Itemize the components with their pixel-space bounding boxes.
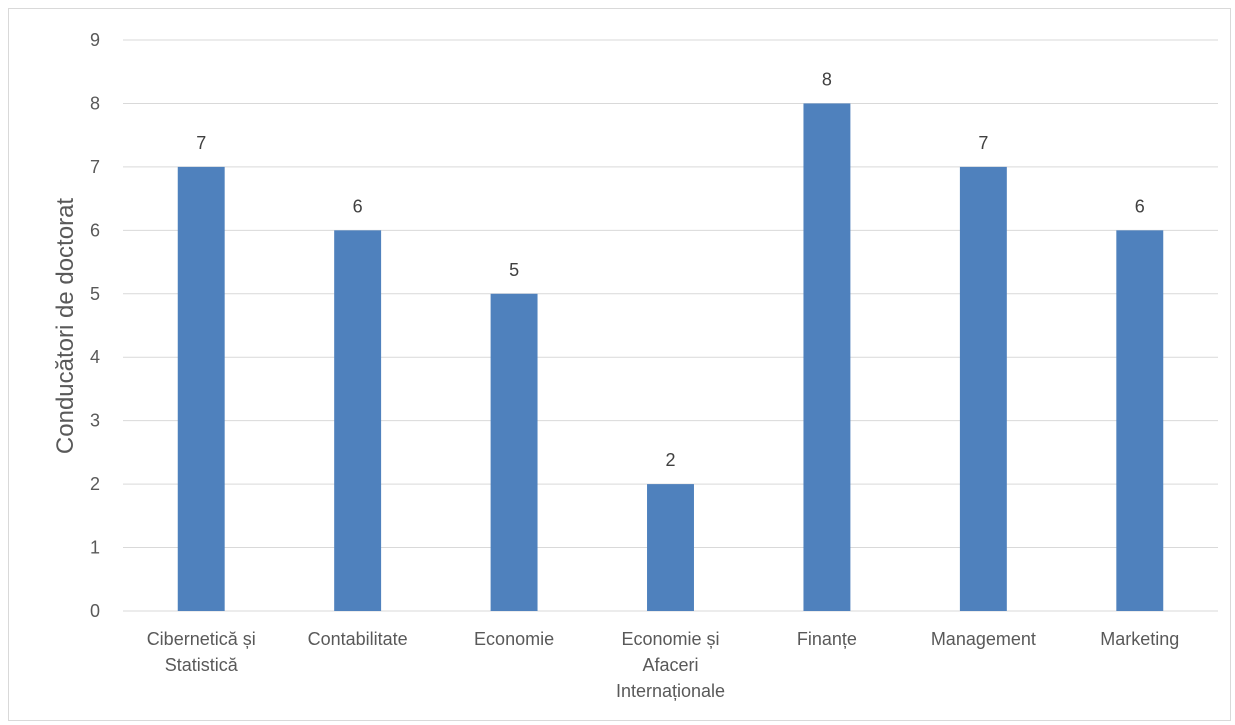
data-label: 2 <box>665 450 675 470</box>
data-label: 7 <box>196 133 206 153</box>
category-label-line: Statistică <box>165 655 239 675</box>
category-label: Marketing <box>1100 629 1179 649</box>
category-label: Economie <box>474 629 554 649</box>
category-label: Management <box>931 629 1036 649</box>
y-tick-label: 6 <box>90 220 100 240</box>
y-tick-label: 2 <box>90 474 100 494</box>
bar <box>959 166 1007 611</box>
category-label-line: Management <box>931 629 1036 649</box>
category-label-line: Afaceri <box>642 655 698 675</box>
bar <box>334 230 382 612</box>
data-label: 6 <box>1135 196 1145 216</box>
y-tick-label: 5 <box>90 284 100 304</box>
category-label-line: Finanțe <box>797 629 857 649</box>
y-tick-label: 7 <box>90 157 100 177</box>
bar <box>177 166 225 611</box>
bar <box>803 103 851 611</box>
category-label-line: Marketing <box>1100 629 1179 649</box>
category-label-line: Cibernetică și <box>147 629 256 649</box>
y-tick-label: 3 <box>90 411 100 431</box>
category-label-line: Internaționale <box>616 681 725 701</box>
y-tick-label: 4 <box>90 347 100 367</box>
y-tick-label: 0 <box>90 601 100 621</box>
bars <box>177 103 1164 612</box>
category-label: Economie și Afaceri Internaționale <box>616 629 725 701</box>
data-label: 7 <box>978 133 988 153</box>
category-label: Finanțe <box>797 629 857 649</box>
category-label-line: Economie <box>474 629 554 649</box>
category-label: Contabilitate <box>308 629 408 649</box>
category-label-line: Economie și <box>621 629 719 649</box>
bar <box>1116 230 1164 612</box>
data-label: 6 <box>353 196 363 216</box>
bar <box>647 484 694 611</box>
category-label: Cibernetică și Statistică <box>147 629 256 675</box>
y-tick-label: 9 <box>90 30 100 50</box>
y-axis-tick-labels: 0 1 2 3 4 5 6 7 8 9 <box>90 30 100 621</box>
data-label: 8 <box>822 69 832 89</box>
y-tick-label: 8 <box>90 93 100 113</box>
y-tick-label: 1 <box>90 538 100 558</box>
bar <box>490 293 538 611</box>
y-axis-title: Conducători de doctorat <box>52 198 79 454</box>
category-label-line: Contabilitate <box>308 629 408 649</box>
gridlines <box>123 39 1218 612</box>
data-label: 5 <box>509 260 519 280</box>
data-labels: 7 6 5 2 8 7 6 <box>196 69 1145 470</box>
category-labels: Cibernetică și Statistică Contabilitate Eco… <box>147 629 1180 701</box>
